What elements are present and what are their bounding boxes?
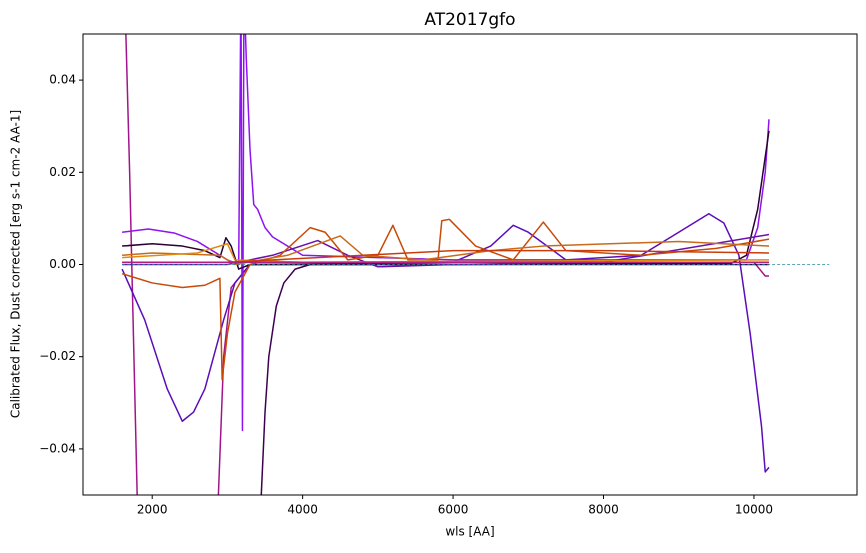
x-tick-label: 6000 — [438, 503, 469, 517]
data-line — [122, 130, 770, 270]
data-line — [122, 34, 770, 432]
x-tick-label: 10000 — [735, 503, 773, 517]
y-tick-label: −0.02 — [39, 349, 76, 363]
x-tick-label: 2000 — [137, 503, 168, 517]
chart-title: AT2017gfo — [424, 10, 515, 30]
y-tick-label: 0.02 — [49, 165, 76, 179]
y-tick-label: −0.04 — [39, 441, 76, 455]
data-line — [121, 213, 770, 473]
y-axis-label: Calibrated Flux, Dust corrected [erg s-1… — [9, 110, 23, 418]
y-tick-label: 0.04 — [49, 73, 76, 87]
x-tick-label: 8000 — [588, 503, 619, 517]
x-axis-label: wls [AA] — [445, 525, 494, 539]
data-line — [125, 34, 769, 495]
data-line — [122, 235, 770, 266]
x-tick-label: 4000 — [287, 503, 318, 517]
data-line — [121, 218, 770, 381]
y-tick-label: 0.00 — [49, 257, 76, 271]
plot-area — [121, 34, 830, 495]
data-line — [260, 263, 769, 495]
